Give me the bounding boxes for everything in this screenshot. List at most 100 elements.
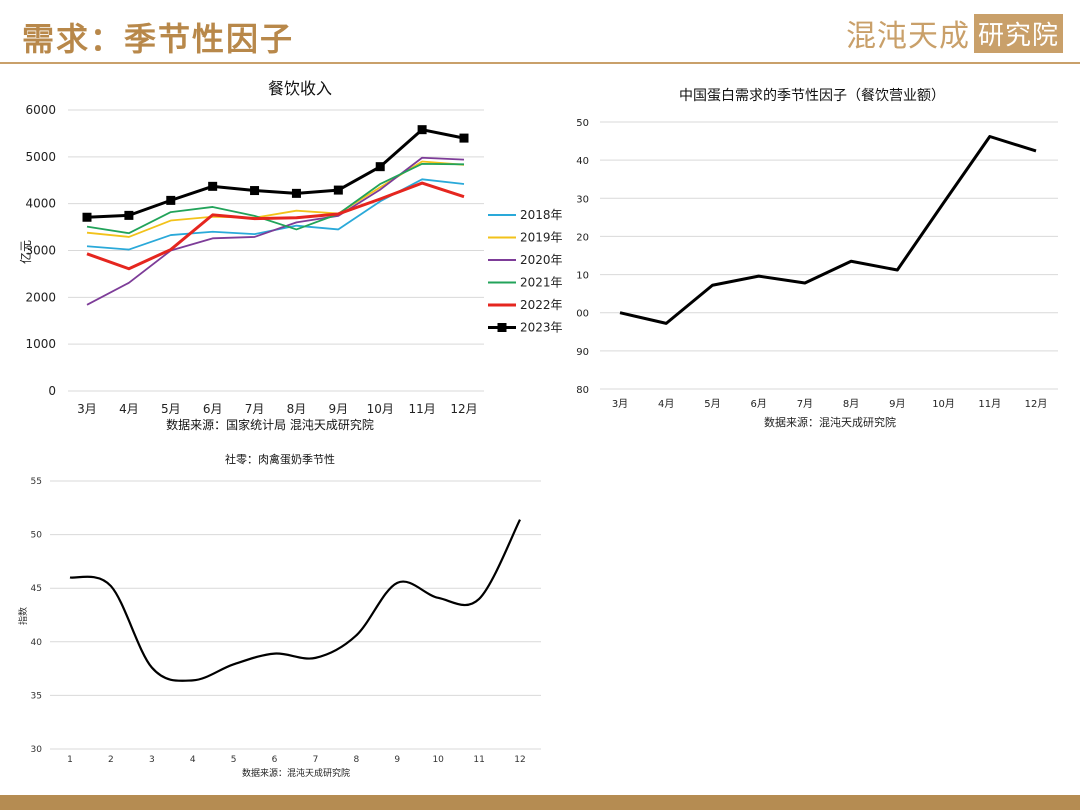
chart2-y-tick-label: 30	[576, 194, 589, 205]
chart3-x-tick-label: 4	[190, 755, 196, 765]
chart2-y-tick-label: 50	[576, 118, 589, 129]
header-divider	[0, 62, 1080, 64]
chart2-x-tick-label: 5月	[704, 398, 720, 410]
chart1-point	[333, 185, 343, 195]
chart1-x-tick-label: 12月	[450, 402, 477, 416]
chart1-legend-label: 2022年	[520, 298, 563, 312]
chart3-y-tick-label: 30	[31, 745, 43, 755]
chart3-x-tick-label: 6	[272, 755, 278, 765]
chart1-x-tick-label: 10月	[367, 402, 394, 416]
chart3-ylabel: 指数	[17, 607, 29, 625]
chart2-series	[619, 134, 1037, 325]
chart3-source: 数据来源：混沌天成研究院	[242, 767, 350, 779]
chart1-x-tick-label: 4月	[119, 402, 139, 416]
chart3-title: 社零：肉禽蛋奶季节性	[225, 452, 335, 466]
chart1-y-tick-label: 4000	[25, 197, 56, 211]
brand-logo: 混沌天成 研究院	[846, 13, 1064, 54]
chart2-y-tick-label: 40	[576, 156, 589, 167]
chart2-x-tick-label: 10月	[932, 398, 955, 410]
chart1-title: 餐饮收入	[268, 79, 332, 98]
chart1-x-tick-label: 8月	[287, 402, 307, 416]
chart1-series-line	[86, 128, 465, 219]
footer-band	[0, 795, 1080, 810]
chart2-series-line	[619, 134, 1037, 325]
chart3-x-tick-label: 11	[473, 755, 484, 765]
chart2-x-tick-label: 3月	[612, 398, 628, 410]
logo-text: 混沌天成	[846, 19, 970, 54]
chart1-point	[250, 186, 260, 196]
chart2-y-tick-label: 90	[576, 347, 589, 358]
chart1-y-ticks: 0 1000 2000 3000 4000 5000 6000	[25, 103, 56, 398]
chart1-source: 数据来源：国家统计局 混沌天成研究院	[166, 417, 374, 432]
chart2-source: 数据来源：混沌天成研究院	[764, 415, 896, 429]
chart2-x-tick-label: 6月	[750, 398, 766, 410]
chart3-y-tick-label: 40	[31, 638, 43, 648]
chart3-x-tick-label: 12	[514, 755, 525, 765]
chart3-x-tick-label: 8	[353, 755, 359, 765]
chart3-x-tick-label: 3	[149, 755, 155, 765]
chart1-point	[82, 212, 92, 222]
chart1-point	[291, 188, 301, 198]
chart1-point	[208, 181, 218, 191]
chart1-x-tick-label: 11月	[408, 402, 435, 416]
chart2-x-tick-label: 12月	[1025, 398, 1048, 410]
chart3-x-tick-label: 1	[67, 755, 73, 765]
chart1-gridlines	[68, 109, 484, 392]
chart3-y-tick-label: 35	[31, 691, 42, 701]
chart2-title: 中国蛋白需求的季节性因子（餐饮营业额）	[679, 88, 945, 104]
chart1-series	[82, 125, 469, 306]
chart1-x-tick-label: 3月	[77, 402, 97, 416]
chart2-x-tick-label: 9月	[889, 398, 905, 410]
chart2-y-tick-label: 00	[576, 309, 589, 320]
chart1-y-tick-label: 3000	[25, 244, 56, 258]
chart1-point	[375, 162, 385, 172]
chart1-point	[166, 195, 176, 205]
chart3-x-ticks: 1 2 3 4 5 6 7 8 9 10 11 12	[67, 755, 526, 765]
chart3-x-tick-label: 2	[108, 755, 114, 765]
chart3-y-tick-label: 50	[31, 531, 43, 541]
chart1-legend-label: 2023年	[520, 321, 563, 335]
logo-box-text: 研究院	[974, 13, 1064, 53]
chart1-y-tick-label: 6000	[25, 103, 56, 117]
chart2-x-tick-label: 7月	[797, 398, 813, 410]
chart2-gridlines	[600, 121, 1058, 390]
chart1-series-line	[86, 162, 465, 235]
chart1-legend-label: 2019年	[520, 231, 563, 245]
chart3-x-tick-label: 5	[231, 755, 237, 765]
chart3-x-tick-label: 7	[313, 755, 319, 765]
chart1-point	[417, 125, 427, 135]
chart2-y-tick-label: 80	[576, 385, 589, 396]
chart3-series	[69, 519, 521, 682]
page-title: 需求：季节性因子	[22, 20, 295, 58]
chart3-y-tick-label: 45	[31, 584, 42, 594]
chart3-x-tick-label: 10	[432, 755, 444, 765]
chart1-point	[124, 210, 134, 220]
chart1-point	[459, 133, 469, 143]
chart1-x-tick-label: 5月	[161, 402, 181, 416]
chart1-legend-label: 2018年	[520, 208, 563, 222]
chart1-ylabel: 亿元	[18, 240, 33, 264]
chart1-x-ticks: 3月 4月 5月 6月 7月 8月 9月 10月 11月 12月	[77, 402, 477, 416]
chart1-x-tick-label: 7月	[245, 402, 265, 416]
chart1-x-tick-label: 6月	[203, 402, 223, 416]
chart2-y-tick-label: 10	[576, 271, 589, 282]
chart3-series-line	[69, 519, 521, 682]
chart1-y-tick-label: 2000	[25, 290, 56, 304]
chart1-legend-label: 2020年	[520, 253, 563, 267]
chart1-legend-marker	[497, 323, 507, 332]
chart2-x-ticks: 3月 4月 5月 6月 7月 8月 9月 10月 11月 12月	[612, 398, 1048, 410]
chart3-gridlines	[50, 480, 541, 750]
chart1-legend: 2018年 2019年 2020年 2021年 2022年 2023年	[488, 208, 563, 335]
chart2-y-ticks: 80 90 00 10 20 30 40 50	[576, 118, 589, 396]
chart1-legend-label: 2021年	[520, 276, 563, 290]
chart3-x-tick-label: 9	[394, 755, 400, 765]
chart1-x-tick-label: 9月	[329, 402, 349, 416]
chart1-series-line	[86, 181, 465, 271]
chart3-y-ticks: 30 35 40 45 50 55	[31, 477, 43, 755]
chart3-y-tick-label: 55	[31, 477, 42, 487]
chart2-y-tick-label: 20	[576, 232, 589, 243]
chart2-x-tick-label: 4月	[658, 398, 674, 410]
